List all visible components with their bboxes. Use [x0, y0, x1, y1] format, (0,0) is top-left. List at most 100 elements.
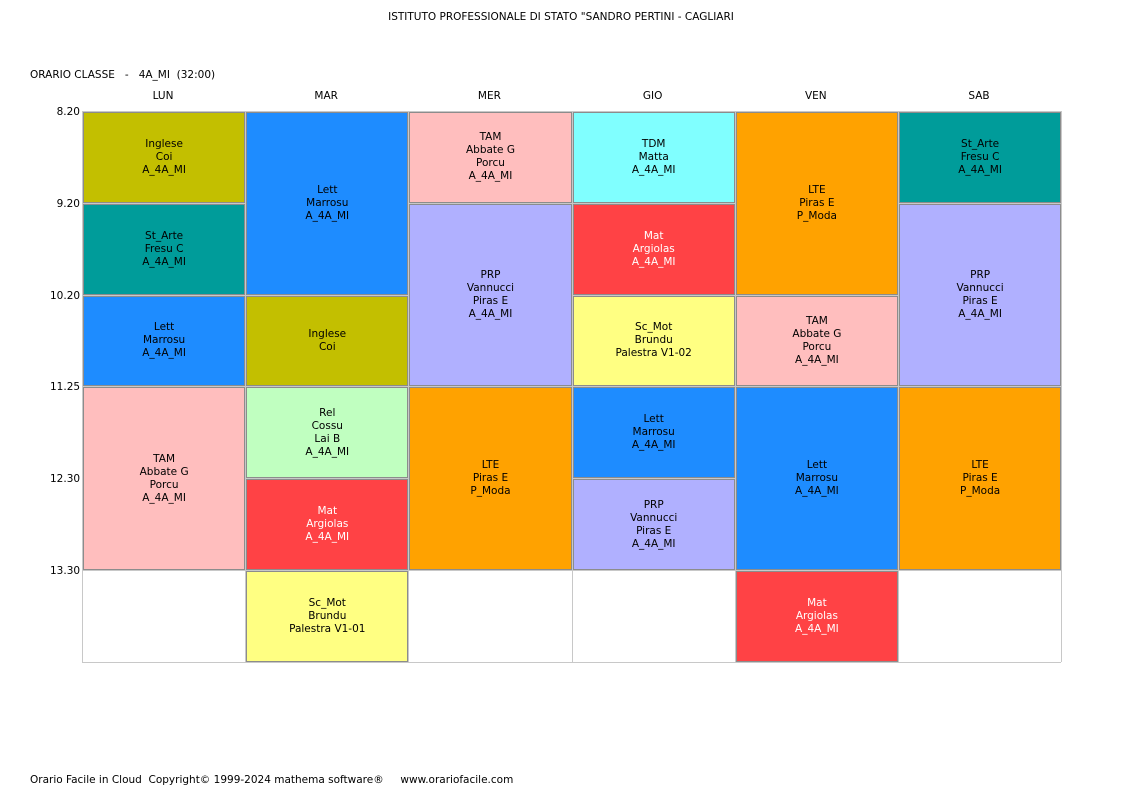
time-label: 13.30: [50, 565, 81, 577]
lesson-cell[interactable]: Mat Argiolas A_4A_MI: [246, 479, 409, 570]
lesson-detail: A_4A_MI: [631, 439, 676, 452]
lesson-detail: P_Moda: [796, 209, 837, 222]
lesson-detail: Coi: [155, 150, 173, 163]
lesson-cell[interactable]: LTE Piras E P_Moda: [735, 112, 898, 295]
lesson-cell[interactable]: TAM Abbate G Porcu A_4A_MI: [409, 112, 572, 203]
lesson-detail: Argiolas: [632, 242, 675, 255]
lesson-cell[interactable]: Mat Argiolas A_4A_MI: [572, 203, 735, 295]
lesson-cell[interactable]: Lett Marrosu A_4A_MI: [572, 387, 735, 479]
lesson-subject: TDM: [641, 137, 666, 150]
lesson-detail: Marrosu: [142, 334, 186, 347]
lesson-detail: P_Moda: [960, 485, 1001, 498]
school-title: ISTITUTO PROFESSIONALE DI STATO "SANDRO …: [388, 11, 734, 23]
lesson-subject: Inglese: [308, 327, 347, 340]
lesson-detail: Piras E: [962, 295, 998, 308]
lesson-cell[interactable]: St_Arte Fresu C A_4A_MI: [899, 112, 1062, 203]
lesson-subject: PRP: [970, 269, 991, 282]
lesson-subject: TAM: [153, 452, 176, 465]
lesson-subject: Mat: [317, 505, 338, 518]
lesson-subject: Sc_Mot: [635, 321, 673, 334]
lesson-detail: Argiolas: [795, 609, 838, 622]
lesson-detail: Abbate G: [792, 327, 842, 340]
day-header-lun: LUN: [152, 90, 174, 102]
lesson-cell[interactable]: TAM Abbate G Porcu A_4A_MI: [83, 387, 246, 570]
lesson-detail: Coi: [318, 340, 336, 353]
lesson-cell[interactable]: Sc_Mot Brundu Palestra V1-01: [246, 571, 409, 662]
lesson-subject: TAM: [479, 131, 502, 144]
lesson-detail: Abbate G: [139, 465, 189, 478]
grid-line: [245, 111, 247, 662]
lesson-detail: A_4A_MI: [142, 163, 186, 176]
lesson-cell[interactable]: Lett Marrosu A_4A_MI: [246, 112, 409, 295]
lesson-cell[interactable]: Inglese Coi: [246, 295, 409, 387]
lesson-detail: A_4A_MI: [305, 445, 350, 458]
day-header-sab: SAB: [968, 90, 990, 102]
lesson-cell[interactable]: PRP Vannucci Piras E A_4A_MI: [899, 203, 1062, 387]
lesson-detail: Fresu C: [960, 150, 1000, 163]
grid-line: [898, 111, 899, 662]
time-label: 8.20: [56, 106, 80, 118]
lesson-cell[interactable]: LTE Piras E P_Moda: [899, 387, 1062, 570]
lesson-detail: Piras E: [636, 524, 672, 537]
lesson-detail: Porcu: [476, 157, 505, 170]
lesson-detail: Vannucci: [956, 282, 1004, 295]
lesson-detail: Lai B: [314, 432, 341, 445]
lesson-detail: Fresu C: [144, 242, 184, 255]
lesson-detail: A_4A_MI: [468, 170, 513, 183]
lesson-cell[interactable]: Lett Marrosu A_4A_MI: [83, 295, 246, 387]
lesson-detail: A_4A_MI: [795, 622, 839, 635]
lesson-subject: Lett: [643, 413, 664, 426]
time-label: 12.30: [50, 473, 81, 486]
lesson-detail: A_4A_MI: [631, 537, 676, 550]
lesson-cell[interactable]: Sc_Mot Brundu Palestra V1-02: [572, 295, 735, 387]
lesson-detail: A_4A_MI: [305, 531, 350, 544]
day-header-mar: MAR: [314, 90, 338, 102]
lesson-detail: Brundu: [634, 334, 673, 347]
grid-line: [82, 111, 83, 662]
lesson-detail: A_4A_MI: [142, 491, 186, 504]
lesson-subject: Mat: [807, 596, 827, 609]
lesson-detail: P_Moda: [470, 485, 511, 498]
lesson-detail: Palestra V1-01: [289, 622, 366, 635]
lesson-cell[interactable]: Rel Cossu Lai B A_4A_MI: [246, 387, 409, 479]
lesson-subject: St_Arte: [145, 229, 184, 242]
lesson-cell[interactable]: TAM Abbate G Porcu A_4A_MI: [735, 295, 898, 387]
lesson-subject: LTE: [481, 459, 500, 472]
lesson-detail: Marrosu: [632, 426, 675, 439]
lesson-cell[interactable]: TDM Matta A_4A_MI: [572, 112, 735, 203]
day-header-mer: MER: [477, 90, 501, 102]
lesson-cell[interactable]: Inglese Coi A_4A_MI: [83, 112, 246, 203]
lesson-detail: A_4A_MI: [142, 347, 186, 360]
lesson-cell[interactable]: PRP Vannucci Piras E A_4A_MI: [572, 479, 735, 570]
lesson-detail: Porcu: [802, 340, 832, 353]
lesson-cell[interactable]: Mat Argiolas A_4A_MI: [735, 571, 898, 662]
lesson-detail: Brundu: [308, 609, 347, 622]
lesson-detail: A_4A_MI: [305, 209, 350, 222]
lesson-subject: Inglese: [145, 137, 183, 150]
lesson-cell[interactable]: PRP Vannucci Piras E A_4A_MI: [409, 203, 572, 387]
lesson-detail: A_4A_MI: [958, 308, 1002, 321]
grid-line: [734, 111, 736, 662]
lesson-detail: Vannucci: [466, 282, 515, 295]
day-header-ven: VEN: [804, 90, 827, 102]
grid-line: [82, 661, 1062, 663]
lesson-subject: Mat: [643, 229, 664, 242]
lesson-cell[interactable]: LTE Piras E P_Moda: [409, 387, 572, 570]
lesson-subject: PRP: [480, 269, 501, 282]
lesson-subject: Lett: [806, 459, 828, 472]
footer-copyright: Orario Facile in Cloud Copyright© 1999-2…: [30, 774, 514, 786]
lesson-detail: Porcu: [149, 478, 179, 491]
lesson-subject: LTE: [971, 459, 989, 472]
lesson-subject: PRP: [643, 498, 664, 511]
lesson-subject: Rel: [319, 406, 336, 419]
lesson-detail: Matta: [638, 150, 669, 163]
lesson-subject: Lett: [317, 183, 338, 196]
lesson-detail: A_4A_MI: [795, 353, 839, 366]
lesson-cell[interactable]: Lett Marrosu A_4A_MI: [735, 387, 898, 570]
lesson-cell[interactable]: St_Arte Fresu C A_4A_MI: [83, 203, 246, 295]
lesson-detail: Piras E: [799, 196, 835, 209]
lesson-subject: LTE: [808, 183, 826, 196]
lesson-detail: Marrosu: [306, 196, 349, 209]
class-label: ORARIO CLASSE - 4A_MI (32:00): [30, 69, 216, 81]
grid-line: [408, 111, 410, 662]
